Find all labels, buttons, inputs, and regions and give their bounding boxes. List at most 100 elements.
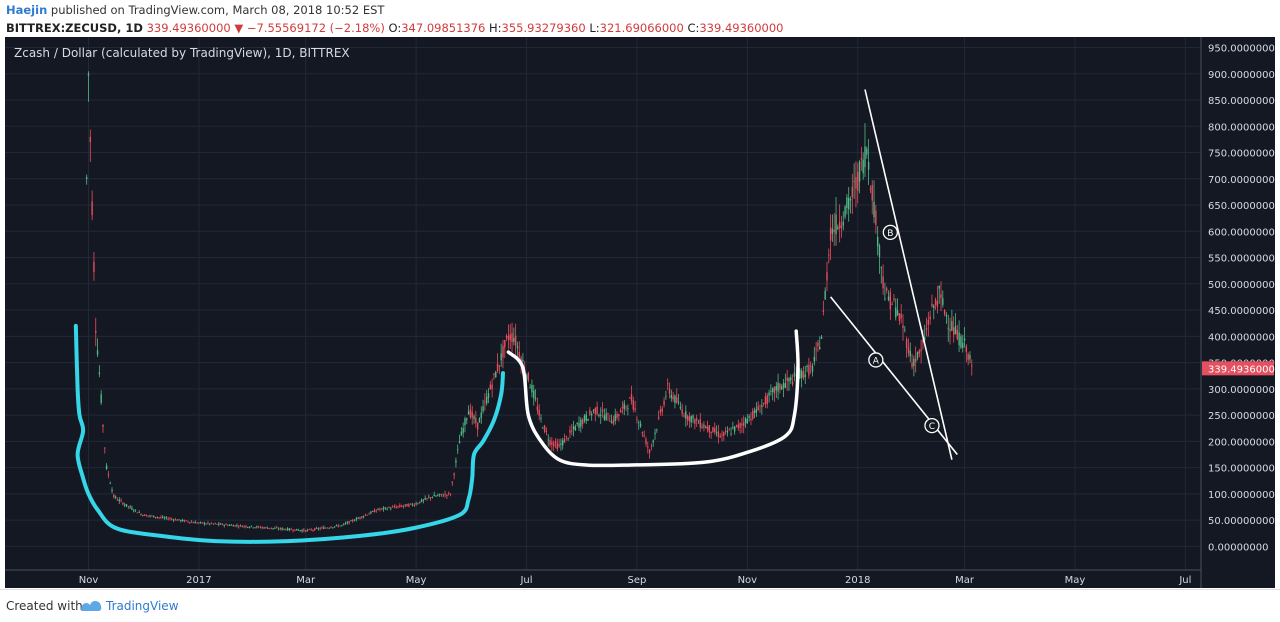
candle-body — [931, 303, 933, 307]
publish-info: Haejin published on TradingView.com, Mar… — [6, 3, 384, 17]
candle-body — [473, 416, 475, 419]
candle-body — [943, 309, 946, 315]
y-tick-label: 550.00000000 — [1208, 254, 1275, 265]
candle-body — [129, 506, 131, 508]
down-triangle-icon: ▼ — [234, 21, 244, 35]
candle-body — [924, 337, 926, 340]
created-with-text: Created with — [6, 599, 83, 613]
candle-body — [864, 146, 866, 168]
candle-body — [283, 528, 285, 530]
candle-body — [837, 227, 839, 229]
candle-body — [180, 520, 182, 522]
chart-title: Zcash / Dollar (calculated by TradingVie… — [14, 46, 350, 60]
candle-body — [867, 161, 870, 170]
y-tick-label: 450.00000000 — [1208, 306, 1275, 317]
candle-body — [886, 288, 888, 291]
candle-body — [489, 384, 492, 390]
last-price-tag — [1202, 361, 1274, 376]
trendline-1 — [864, 89, 953, 460]
candle-body — [402, 505, 405, 507]
candle-body — [724, 430, 727, 432]
candle-body — [216, 523, 218, 525]
candle-body — [576, 422, 578, 424]
candle-body — [956, 329, 958, 340]
candle-body — [210, 522, 213, 524]
candle-body — [878, 245, 881, 257]
y-tick-label: 800.00000000 — [1208, 122, 1275, 133]
candle-body — [645, 439, 647, 445]
candle-body — [176, 519, 178, 521]
candle-body — [574, 426, 577, 431]
candle-body — [286, 528, 289, 531]
tradingview-brand[interactable]: TradingView — [106, 599, 179, 613]
candle-body — [446, 494, 448, 496]
candle-body — [438, 493, 441, 495]
candle-body — [536, 406, 539, 411]
candle-body — [308, 529, 311, 530]
candle-body — [527, 372, 530, 381]
candle-body — [98, 372, 101, 375]
candle-body — [306, 529, 309, 531]
price-chart[interactable]: 0.00000000 50.00000000 100.00000000 150.000… — [5, 37, 1275, 588]
candle-body — [96, 350, 99, 355]
footer: Created with TradingView — [0, 589, 1280, 622]
candle-body — [871, 185, 873, 201]
candle-body — [185, 520, 187, 522]
candle-body — [782, 382, 785, 388]
candle-body — [699, 419, 701, 428]
candle-body — [585, 414, 587, 421]
candle-body — [169, 518, 171, 520]
candle-body — [898, 313, 901, 321]
candle-body — [140, 513, 142, 515]
candle-body — [752, 410, 754, 419]
candle-body — [904, 329, 906, 331]
candle-body — [813, 356, 816, 362]
candle-body — [565, 435, 568, 437]
chart-panel[interactable]: 0.00000000 50.00000000 100.00000000 150.000… — [5, 37, 1275, 588]
candle-body — [337, 525, 339, 527]
x-tick-label: May — [406, 575, 427, 586]
low-value: 321.69066000 — [599, 21, 684, 35]
candle-body — [688, 416, 691, 422]
candle-body — [104, 447, 106, 449]
candle-body — [332, 527, 334, 529]
candle-body — [809, 365, 812, 367]
open-label: O: — [388, 21, 402, 35]
candle-body — [219, 523, 222, 525]
candle-body — [647, 446, 649, 448]
candle-body — [518, 352, 520, 358]
candle-body — [619, 409, 622, 413]
candle-body — [556, 443, 558, 449]
candle-body — [513, 338, 515, 342]
author-name[interactable]: Haejin — [6, 3, 48, 17]
candle-body — [808, 364, 810, 376]
candle-body — [201, 522, 204, 524]
candle-body — [638, 422, 640, 424]
candle-body — [314, 528, 316, 531]
candle-body — [475, 418, 477, 424]
candle-body — [339, 525, 341, 527]
candle-body — [93, 262, 95, 273]
candle-body — [205, 523, 207, 525]
candle-body — [806, 366, 808, 368]
candle-body — [114, 496, 117, 499]
candle-body — [493, 373, 495, 375]
y-tick-label: 700.00000000 — [1208, 175, 1275, 186]
candle-body — [552, 443, 555, 447]
candle-body — [366, 514, 368, 516]
candle-body — [181, 519, 184, 522]
candle-body — [648, 449, 651, 453]
candle-body — [838, 221, 841, 229]
candle-body — [679, 406, 682, 409]
candle-body — [902, 325, 904, 329]
candle-body — [554, 441, 557, 444]
candle-body — [887, 296, 890, 301]
wave-label: A — [873, 356, 880, 366]
candle-body — [802, 371, 805, 379]
candle-body — [285, 529, 287, 531]
candle-body — [705, 426, 707, 429]
candle-body — [560, 443, 562, 445]
candle-body — [665, 396, 667, 398]
candle-body — [266, 527, 269, 529]
candle-body — [862, 159, 864, 174]
